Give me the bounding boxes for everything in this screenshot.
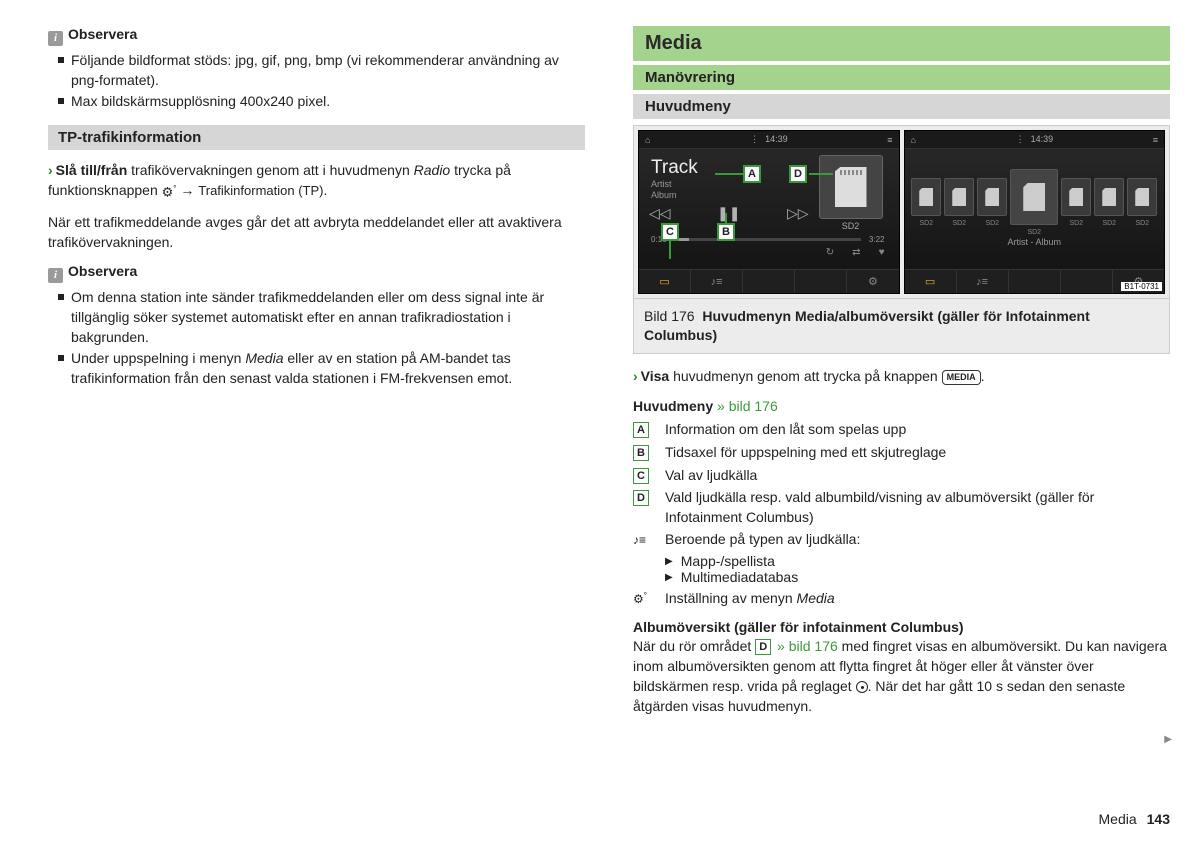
- mainmenu-ref: Huvudmeny » bild 176: [633, 396, 1170, 416]
- note-heading-1: iObservera: [48, 26, 585, 46]
- menu-icon: ≡: [1153, 135, 1158, 145]
- playback-controls: ◁◁ ❚❚ ▷▷: [649, 205, 809, 222]
- screen-left: ⌂ ⋮14:39 ≡ Track Artist Album SD2 ◁◁ ❚❚: [638, 130, 900, 294]
- chevron-icon: ›: [633, 368, 638, 384]
- home-icon: ⌂: [645, 135, 650, 145]
- section-sub-manoeuvring: Manövrering: [633, 65, 1170, 90]
- section-title-media: Media: [633, 26, 1170, 61]
- pause-icon: ❚❚: [717, 205, 740, 222]
- gear-icon: ⚙°: [162, 183, 177, 202]
- repeat-icon: ↻: [826, 247, 834, 258]
- page-footer: Media143: [1099, 811, 1171, 827]
- continue-icon: ▶: [1164, 734, 1172, 745]
- progress: 0:16 3:22: [651, 235, 885, 244]
- next-icon: ▷▷: [787, 205, 809, 222]
- wifi-icon: ⋮: [1016, 134, 1025, 144]
- prev-icon: ◁◁: [649, 205, 671, 222]
- info-icon: i: [48, 268, 63, 283]
- figure-id: B1T-0731: [1121, 282, 1162, 291]
- source-icon: ▭: [639, 270, 691, 293]
- triangle-icon: ▶: [665, 572, 673, 585]
- info-icon: i: [48, 31, 63, 46]
- list-icon: ♪≡: [691, 270, 743, 293]
- album-overview-heading: Albumöversikt (gäller för infotainment C…: [633, 619, 1170, 635]
- note-list-1: Följande bildformat stöds: jpg, gif, png…: [48, 50, 585, 111]
- list-icon: ♪≡: [957, 270, 1009, 293]
- chevron-icon: ›: [48, 162, 53, 178]
- knob-icon: [856, 681, 868, 693]
- playlist-icon: ♪≡: [633, 532, 651, 549]
- wifi-icon: ⋮: [750, 134, 759, 144]
- callout-b: B: [717, 223, 735, 241]
- album-strip: SD2 SD2 SD2 SD2 SD2 SD2 SD2: [911, 169, 1159, 225]
- legend-list: AInformation om den låt som spelas upp B…: [633, 420, 1170, 608]
- visa-instruction: ›Visa huvudmenyn genom att trycka på kna…: [633, 366, 1170, 386]
- shuffle-icon: ⇄: [852, 247, 860, 258]
- tp-heading: TP-trafikinformation: [48, 125, 585, 150]
- figure-176: ⌂ ⋮14:39 ≡ Track Artist Album SD2 ◁◁ ❚❚: [633, 125, 1170, 299]
- callout-c: C: [661, 223, 679, 241]
- menu-icon: ≡: [887, 135, 892, 145]
- section-sub-mainmenu: Huvudmeny: [633, 94, 1170, 119]
- tp-para-2: När ett trafikmeddelande avges går det a…: [48, 212, 585, 253]
- artist-album-line: Artist - Album: [905, 237, 1165, 247]
- note-list-2: Om denna station inte sänder trafikmedde…: [48, 287, 585, 388]
- note-heading-2: iObservera: [48, 263, 585, 283]
- sd-card-icon: [835, 167, 867, 207]
- source-icon: ▭: [905, 270, 957, 293]
- album-overview-text: När du rör området D » bild 176 med fing…: [633, 636, 1170, 717]
- callout-a: A: [743, 165, 761, 183]
- screen-right: ⌂ ⋮14:39 ≡ SD2 SD2 SD2 SD2 SD2 SD2 SD2 A…: [904, 130, 1166, 294]
- callout-d: D: [789, 165, 807, 183]
- home-icon: ⌂: [911, 135, 916, 145]
- sd-label: SD2: [819, 221, 883, 231]
- media-button: MEDIA: [942, 370, 981, 385]
- tp-action: ›Slå till/från trafikövervakningen genom…: [48, 160, 585, 202]
- triangle-icon: ▶: [665, 556, 673, 569]
- figure-caption: Bild 176 Huvudmenyn Media/albumöversikt …: [633, 299, 1170, 354]
- gear-icon: ⚙: [847, 270, 898, 293]
- heart-icon: ♥: [879, 247, 885, 258]
- album-art: [819, 155, 883, 219]
- gear-icon: ⚙°: [633, 590, 651, 608]
